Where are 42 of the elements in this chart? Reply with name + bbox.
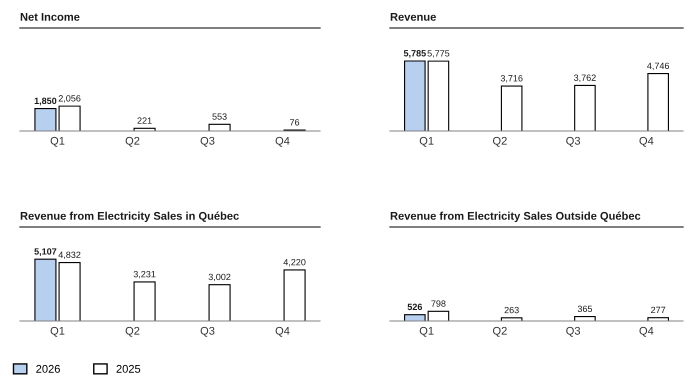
data-label: 5,107 xyxy=(34,248,56,256)
chart-title: Revenue from Electricity Sales in Québec xyxy=(20,212,239,222)
data-label: 798 xyxy=(431,300,446,307)
data-label: 2,056 xyxy=(58,95,80,103)
data-label: 365 xyxy=(578,306,592,312)
data-label: 3,762 xyxy=(574,74,596,82)
x-tick-label: Q4 xyxy=(276,326,290,337)
chart-title: Revenue xyxy=(390,13,436,21)
data-label: 3,716 xyxy=(500,75,523,83)
data-label: 263 xyxy=(504,306,519,314)
chart-title: Revenue from Electricity Sales Outside Québec xyxy=(390,212,640,222)
x-tick-label: Q3 xyxy=(566,136,580,147)
x-tick-label: Q1 xyxy=(420,326,434,337)
x-tick-label: Q4 xyxy=(639,136,654,147)
x-tick-label: Q2 xyxy=(126,136,140,147)
data-label: 5,785 xyxy=(404,50,426,58)
data-label: 4,746 xyxy=(647,62,670,70)
x-tick-label: Q2 xyxy=(492,136,507,147)
x-tick-label: Q1 xyxy=(50,136,64,147)
data-label: 4,220 xyxy=(283,258,306,266)
data-label: 1,850 xyxy=(34,98,56,106)
data-label: 221 xyxy=(138,117,152,124)
x-tick-label: Q2 xyxy=(492,326,507,337)
x-tick-label: Q3 xyxy=(200,136,214,147)
chart-title: Net Income xyxy=(20,13,80,21)
x-tick-label: Q2 xyxy=(126,326,140,337)
x-tick-label: Q1 xyxy=(50,326,64,337)
data-label: 3,231 xyxy=(134,270,156,278)
x-tick-label: Q1 xyxy=(420,136,434,147)
data-label: 553 xyxy=(212,113,227,120)
data-label: 5,775 xyxy=(427,50,450,58)
data-label: 526 xyxy=(408,304,422,310)
data-label: 277 xyxy=(651,306,666,313)
data-label: 4,832 xyxy=(58,252,80,260)
data-label: 76 xyxy=(290,119,300,126)
data-label: 3,002 xyxy=(208,274,230,282)
x-tick-label: Q4 xyxy=(276,136,290,147)
x-tick-label: Q3 xyxy=(566,326,580,337)
x-tick-label: Q4 xyxy=(639,326,654,337)
legend-label: 2025 xyxy=(116,364,140,373)
x-tick-label: Q3 xyxy=(200,326,214,337)
legend-label: 2026 xyxy=(36,364,60,373)
